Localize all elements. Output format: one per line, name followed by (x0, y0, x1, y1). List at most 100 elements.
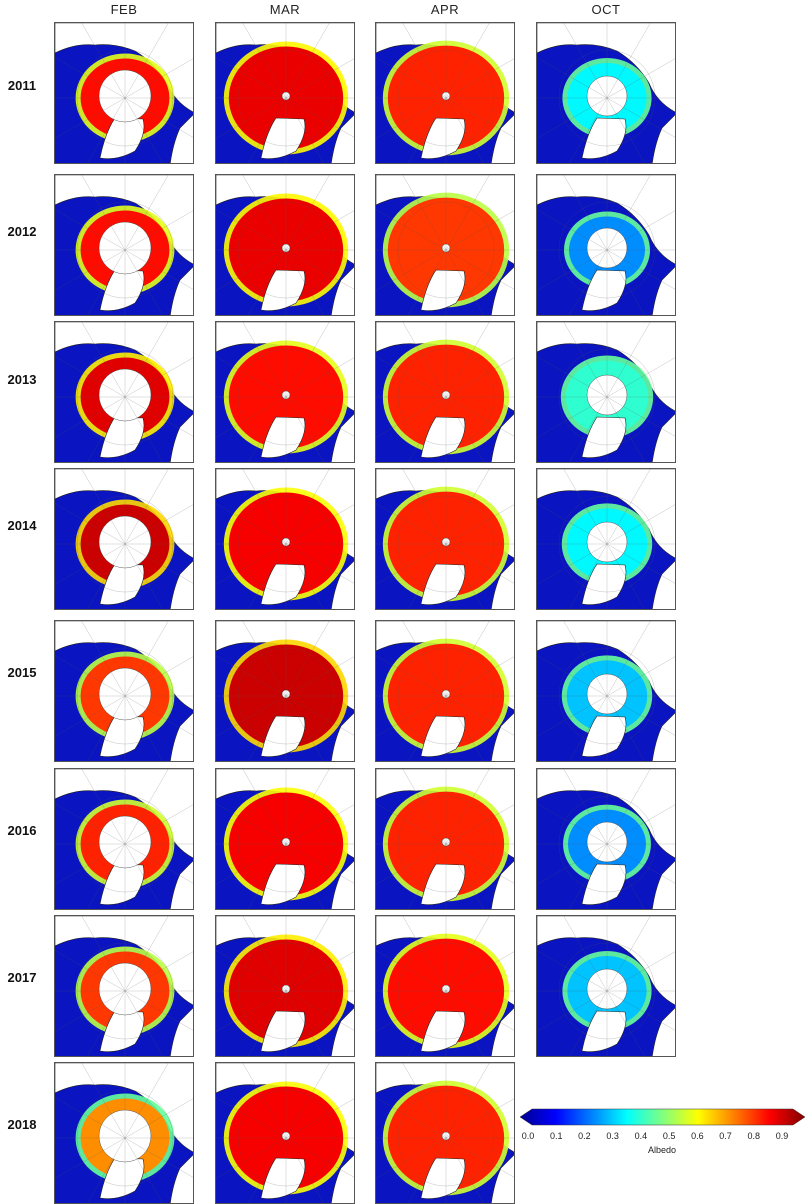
graticule-line (55, 357, 193, 438)
colorbar-bar (520, 1108, 805, 1126)
map-oct-2011 (536, 22, 676, 164)
land-east (330, 266, 354, 315)
graticule-line (376, 1098, 514, 1179)
greenland-landmass (581, 863, 627, 905)
colorbar-ticks: 0.0 0.1 0.2 0.3 0.4 0.5 0.6 0.7 0.8 0.9 (522, 1131, 789, 1141)
graticule-line (537, 656, 675, 737)
graticule-circle (237, 647, 335, 745)
graticule-circle (237, 942, 335, 1040)
graticule-line (216, 357, 354, 438)
graticule-circle (76, 1089, 174, 1187)
graticule-circle (397, 348, 495, 446)
greenland-landmass (260, 269, 306, 311)
graticule-line (216, 804, 354, 885)
colorbar-tick-label: 0.9 (776, 1131, 789, 1141)
map-apr-2013 (375, 321, 515, 463)
map-oct-2014 (536, 468, 676, 610)
map-apr-2014 (375, 468, 515, 610)
greenland-landmass (420, 269, 466, 311)
graticule-line (216, 504, 354, 585)
land-east (490, 413, 514, 462)
land-east (330, 114, 354, 163)
graticule-line (537, 504, 675, 585)
land-east (651, 266, 675, 315)
year-label-2012: 2012 (7, 224, 37, 239)
graticule-line (376, 804, 514, 885)
greenland-landmass (260, 416, 306, 458)
land-east (330, 1007, 354, 1056)
map-mar-2017 (215, 915, 355, 1057)
greenland-landmass (260, 563, 306, 605)
land-east (169, 712, 193, 761)
map-feb-2013 (54, 321, 194, 463)
map-feb-2016 (54, 768, 194, 910)
column-header-mar: MAR (269, 2, 301, 17)
greenland-landmass (99, 117, 145, 159)
colorbar-tick-label: 0.1 (550, 1131, 563, 1141)
land-east (330, 1154, 354, 1203)
graticule-circle (76, 49, 174, 147)
greenland-landmass (420, 1010, 466, 1052)
land-east (169, 1154, 193, 1203)
land-east (490, 1007, 514, 1056)
greenland-landmass (581, 1010, 627, 1052)
graticule-line (55, 1098, 193, 1179)
map-apr-2016 (375, 768, 515, 910)
land-east (169, 413, 193, 462)
map-feb-2018 (54, 1062, 194, 1204)
graticule-line (55, 210, 193, 291)
graticule-circle (558, 795, 656, 893)
greenland-landmass (99, 1157, 145, 1199)
land-east (651, 413, 675, 462)
greenland-landmass (260, 117, 306, 159)
greenland-landmass (420, 863, 466, 905)
greenland-landmass (260, 715, 306, 757)
map-oct-2017 (536, 915, 676, 1057)
graticule-circle (76, 647, 174, 745)
map-apr-2011 (375, 22, 515, 164)
graticule-line (537, 804, 675, 885)
land-east (330, 860, 354, 909)
year-label-2017: 2017 (7, 970, 37, 985)
greenland-landmass (99, 416, 145, 458)
greenland-landmass (581, 563, 627, 605)
graticule-circle (76, 348, 174, 446)
greenland-landmass (99, 563, 145, 605)
colorbar-tick-label: 0.7 (719, 1131, 732, 1141)
graticule-line (376, 58, 514, 139)
graticule-line (55, 656, 193, 737)
graticule-circle (397, 647, 495, 745)
map-oct-2016 (536, 768, 676, 910)
map-mar-2014 (215, 468, 355, 610)
graticule-circle (397, 1089, 495, 1187)
graticule-circle (558, 942, 656, 1040)
colorbar-tick-label: 0.4 (635, 1131, 648, 1141)
greenland-landmass (260, 1157, 306, 1199)
graticule-line (537, 951, 675, 1032)
map-feb-2014 (54, 468, 194, 610)
greenland-landmass (99, 863, 145, 905)
land-east (169, 1007, 193, 1056)
land-east (490, 860, 514, 909)
graticule-circle (558, 201, 656, 299)
greenland-landmass (581, 269, 627, 311)
greenland-landmass (581, 715, 627, 757)
graticule-line (55, 58, 193, 139)
land-east (490, 266, 514, 315)
column-header-feb: FEB (110, 2, 138, 17)
greenland-landmass (420, 715, 466, 757)
graticule-line (376, 656, 514, 737)
land-east (490, 560, 514, 609)
land-east (490, 712, 514, 761)
graticule-line (216, 210, 354, 291)
graticule-line (537, 357, 675, 438)
colorbar-tick-label: 0.8 (748, 1131, 761, 1141)
land-east (651, 560, 675, 609)
map-apr-2012 (375, 174, 515, 316)
map-mar-2018 (215, 1062, 355, 1204)
graticule-circle (558, 647, 656, 745)
land-east (490, 114, 514, 163)
greenland-landmass (420, 117, 466, 159)
column-header-apr: APR (430, 2, 460, 17)
map-oct-2013 (536, 321, 676, 463)
